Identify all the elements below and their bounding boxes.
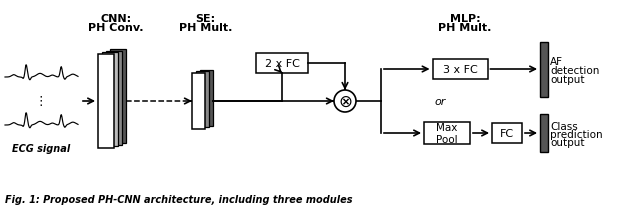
Text: output: output	[550, 75, 584, 85]
Text: Max
Pool: Max Pool	[436, 122, 458, 144]
Bar	[540, 115, 548, 152]
Bar	[110, 50, 126, 144]
Text: ECG signal: ECG signal	[12, 143, 70, 153]
Bar	[433, 60, 488, 80]
Text: PH Conv.: PH Conv.	[88, 23, 144, 33]
Text: PH Mult.: PH Mult.	[179, 23, 232, 33]
Bar	[196, 72, 209, 128]
Text: Fig. 1: Proposed PH-CNN architecture, including three modules: Fig. 1: Proposed PH-CNN architecture, in…	[5, 194, 353, 204]
Text: PH Mult.: PH Mult.	[438, 23, 492, 33]
Bar	[200, 70, 213, 126]
Text: detection: detection	[550, 66, 600, 76]
Bar	[256, 54, 308, 74]
Text: or: or	[435, 97, 445, 107]
Bar	[492, 123, 522, 143]
Text: ⋮: ⋮	[35, 95, 47, 108]
Text: AF: AF	[550, 57, 563, 67]
Text: MLP:: MLP:	[450, 14, 480, 24]
Text: prediction: prediction	[550, 129, 603, 139]
Text: CNN:: CNN:	[100, 14, 132, 24]
Text: ⊗: ⊗	[338, 92, 352, 110]
Text: 2 x FC: 2 x FC	[264, 59, 300, 69]
Bar	[106, 52, 122, 145]
Text: SE:: SE:	[195, 14, 216, 24]
Bar	[102, 53, 118, 147]
Circle shape	[334, 91, 356, 112]
Bar	[424, 122, 470, 144]
Bar	[540, 42, 548, 97]
Bar	[98, 55, 114, 148]
Text: 3 x FC: 3 x FC	[443, 65, 477, 75]
Text: output: output	[550, 137, 584, 147]
Bar	[192, 74, 205, 129]
Text: Class: Class	[550, 121, 578, 131]
Text: FC: FC	[500, 128, 514, 138]
